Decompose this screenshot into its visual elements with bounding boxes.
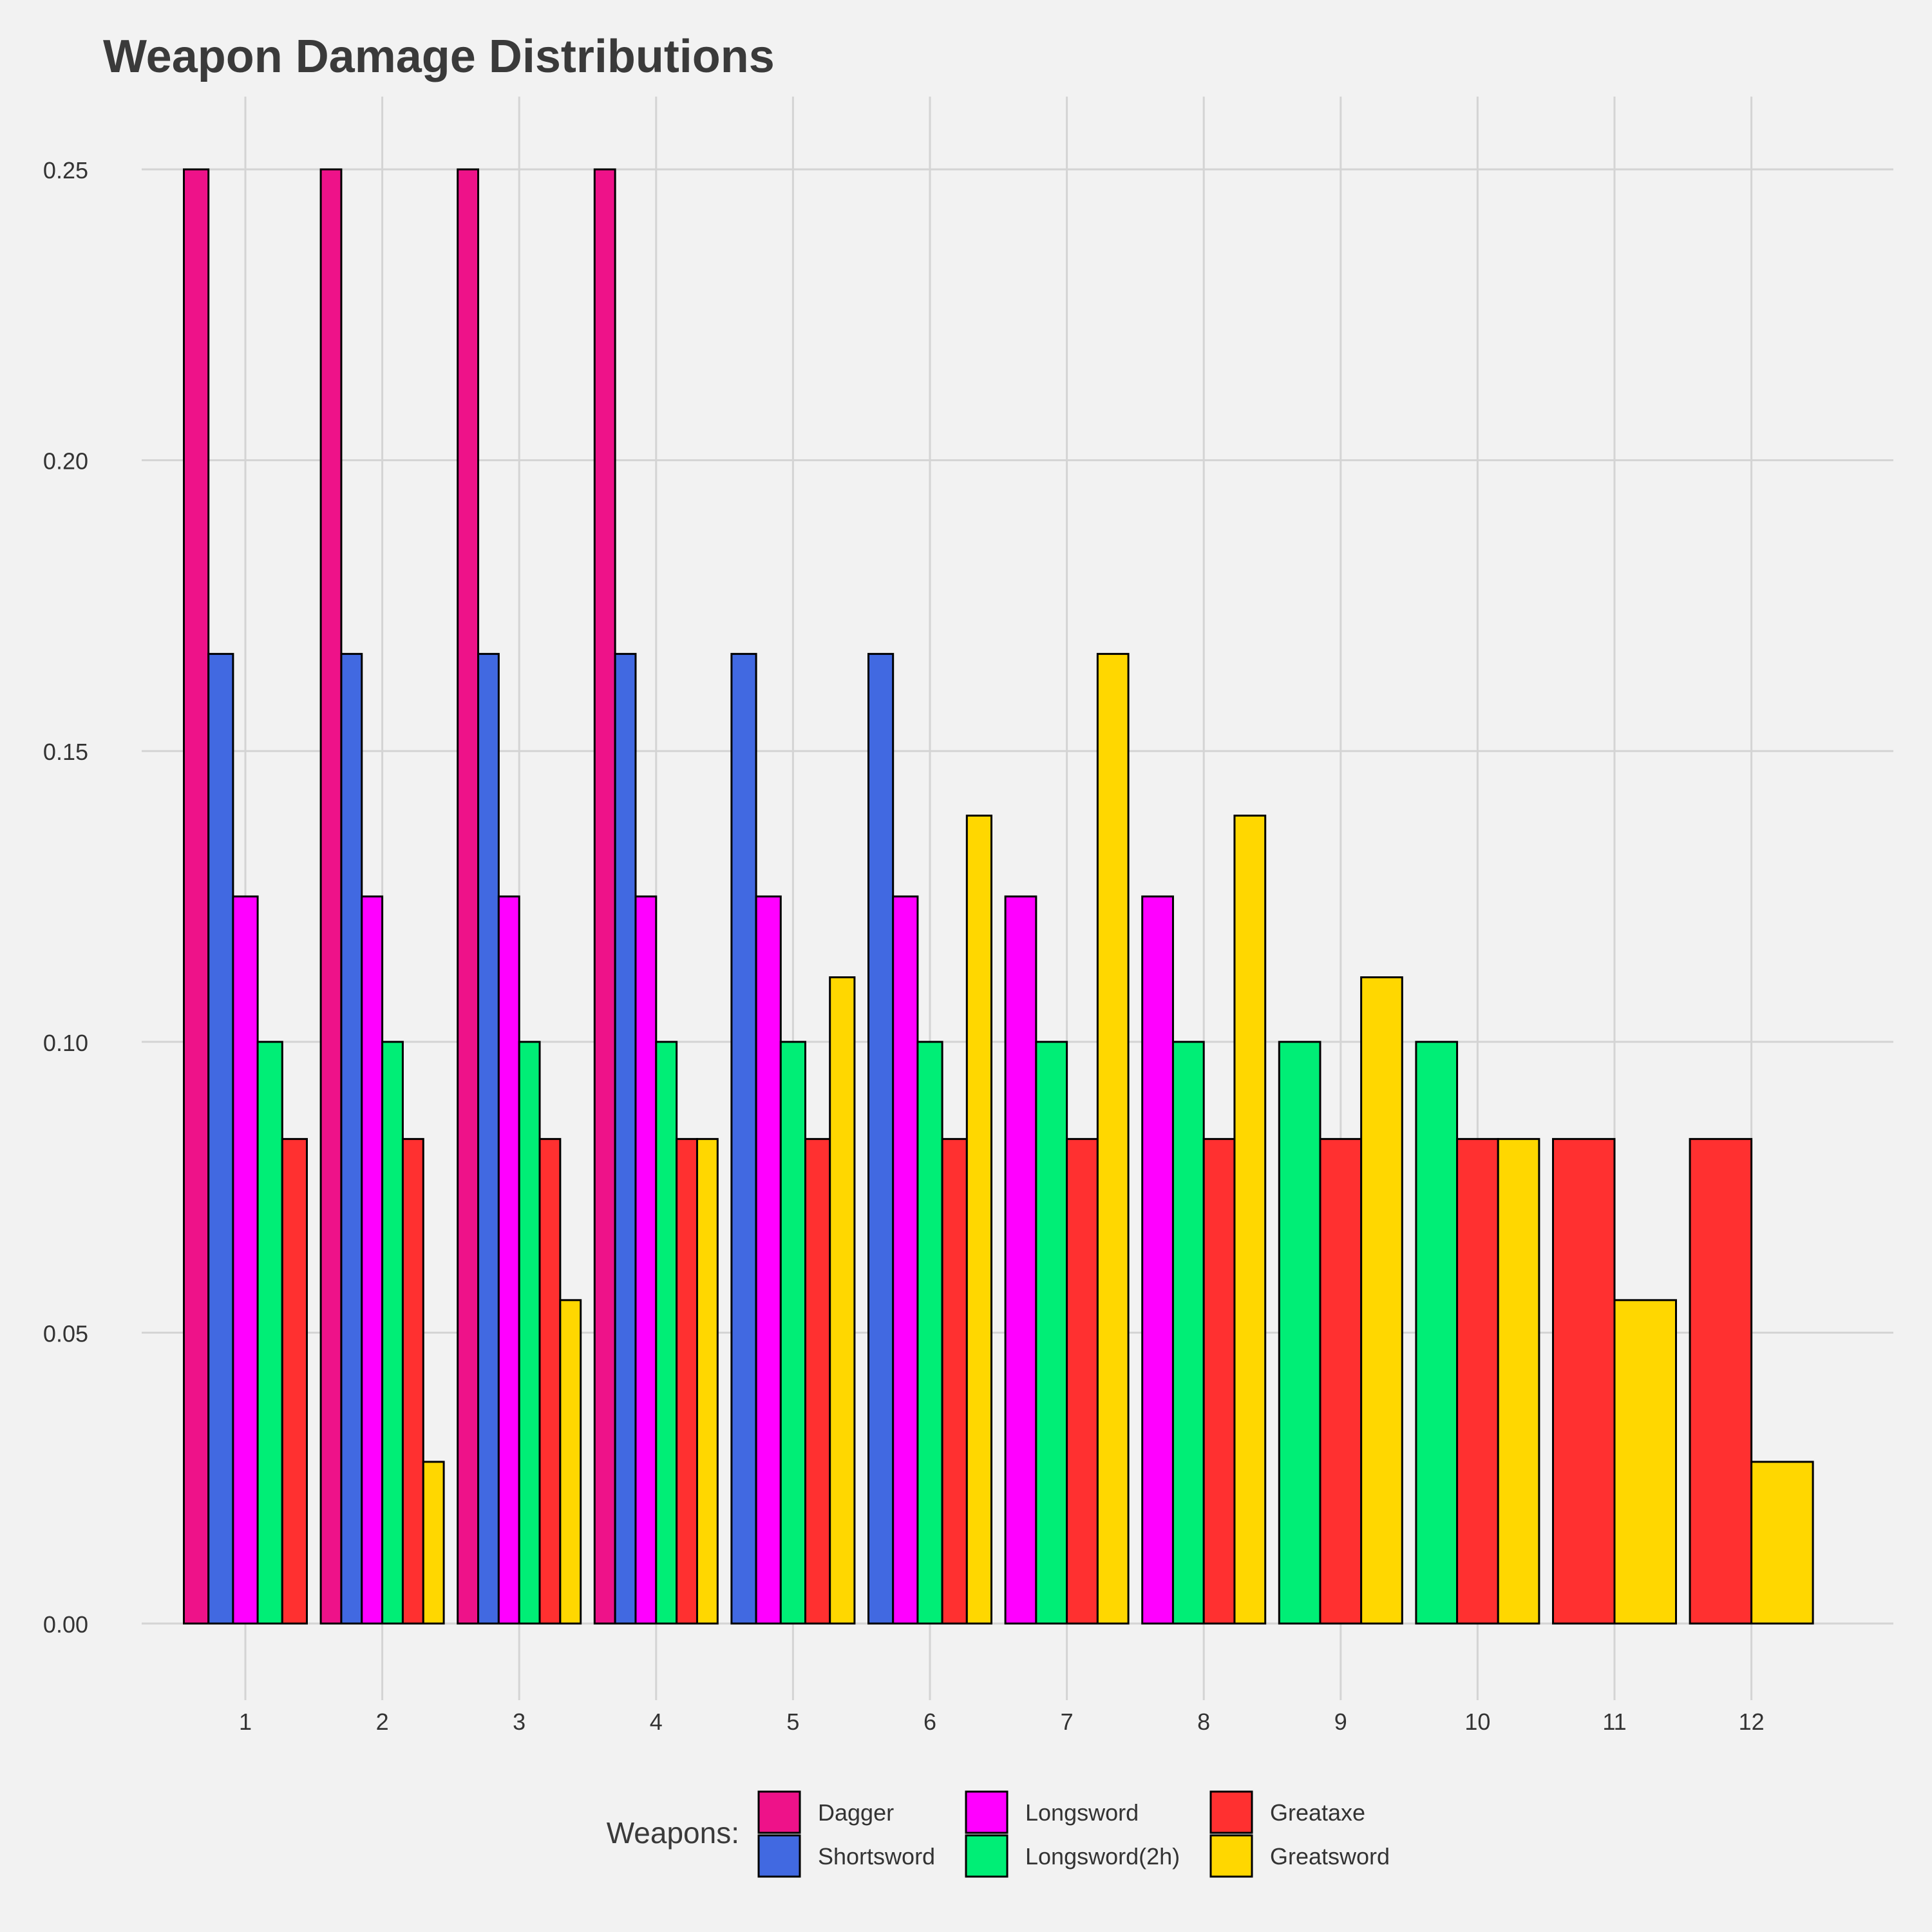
bar-greatsword-4 [696, 1138, 719, 1625]
bar-greatsword-9 [1360, 976, 1403, 1625]
bar-greataxe-2 [401, 1138, 424, 1625]
bar-greatsword-5 [829, 976, 856, 1625]
bar-longsword-5 [755, 895, 782, 1625]
bar-longsword-8 [1141, 895, 1174, 1625]
bar-longsword-2h--3 [518, 1041, 541, 1625]
bar-longsword-2h--1 [256, 1041, 283, 1625]
x-tick-label: 5 [786, 1709, 799, 1735]
bars [183, 168, 1814, 1625]
legend-swatch [757, 1790, 801, 1834]
bar-longsword-2 [361, 895, 384, 1625]
bar-longsword-2h--6 [916, 1041, 943, 1625]
bar-longsword-4 [634, 895, 658, 1625]
x-tick-label: 3 [513, 1709, 526, 1735]
bar-greatsword-3 [559, 1299, 582, 1625]
legend-swatch [965, 1790, 1009, 1834]
bar-greatsword-11 [1613, 1299, 1677, 1625]
y-axis-ticks: 0.00 0.05 0.10 0.15 0.20 0.25 [43, 157, 88, 1638]
legend-swatch [1209, 1790, 1253, 1834]
y-tick-label: 0.25 [43, 157, 88, 184]
legend-label: Shortsword [818, 1843, 935, 1870]
x-tick-label: 9 [1334, 1709, 1347, 1735]
bar-greataxe-11 [1552, 1138, 1616, 1625]
bar-greataxe-9 [1319, 1138, 1363, 1625]
bar-dagger-1 [183, 168, 210, 1625]
y-tick-label: 0.05 [43, 1320, 88, 1347]
y-tick-label: 0.15 [43, 739, 88, 765]
legend-label: Longsword [1025, 1799, 1139, 1826]
x-tick-label: 2 [376, 1709, 389, 1735]
bar-greataxe-6 [941, 1138, 968, 1625]
x-tick-label: 10 [1464, 1709, 1490, 1735]
bar-greataxe-10 [1456, 1138, 1499, 1625]
x-axis-ticks: 1 2 3 4 5 6 7 8 9 10 11 12 [239, 1709, 1765, 1735]
legend-label: Longsword(2h) [1025, 1843, 1180, 1870]
bar-longsword-2h--9 [1278, 1041, 1321, 1625]
bar-longsword-7 [1004, 895, 1037, 1625]
bar-shortsword-6 [867, 652, 895, 1625]
bar-dagger-3 [457, 168, 480, 1625]
bar-longsword-3 [497, 895, 520, 1625]
y-tick-label: 0.10 [43, 1030, 88, 1056]
legend-swatch [1209, 1834, 1253, 1878]
x-tick-label: 6 [923, 1709, 936, 1735]
bar-greatsword-10 [1497, 1138, 1540, 1625]
bar-greatsword-2 [422, 1461, 445, 1625]
bar-longsword-2h--2 [381, 1041, 404, 1625]
legend-label: Greatsword [1270, 1843, 1390, 1870]
bar-shortsword-2 [340, 652, 363, 1625]
bar-greataxe-4 [676, 1138, 698, 1625]
legend: Weapons: Dagger Shortsword Longsword Longsw… [607, 1790, 1390, 1878]
legend-label: Dagger [818, 1799, 894, 1826]
bar-greataxe-12 [1689, 1138, 1753, 1625]
bar-longsword-6 [892, 895, 919, 1625]
bar-shortsword-1 [207, 652, 234, 1625]
legend-title: Weapons: [607, 1816, 739, 1850]
y-tick-label: 0.00 [43, 1611, 88, 1638]
bar-greataxe-8 [1202, 1138, 1236, 1625]
x-tick-label: 11 [1602, 1709, 1626, 1735]
bar-greatsword-7 [1096, 652, 1130, 1625]
bar-greataxe-1 [281, 1138, 308, 1625]
x-tick-label: 8 [1197, 1709, 1210, 1735]
bar-longsword-2h--5 [779, 1041, 807, 1625]
chart-title: Weapon Damage Distributions [103, 31, 775, 82]
bar-dagger-2 [319, 168, 343, 1625]
x-tick-label: 4 [650, 1709, 663, 1735]
x-tick-label: 12 [1739, 1709, 1765, 1735]
bar-longsword-2h--10 [1415, 1041, 1459, 1625]
bar-longsword-2h--4 [655, 1041, 678, 1625]
bar-shortsword-4 [614, 652, 637, 1625]
bar-greataxe-3 [538, 1138, 562, 1625]
x-tick-label: 1 [239, 1709, 252, 1735]
legend-label: Greataxe [1270, 1799, 1365, 1826]
bar-longsword-2h--8 [1171, 1041, 1205, 1625]
x-tick-label: 7 [1061, 1709, 1074, 1735]
bar-greataxe-7 [1066, 1138, 1099, 1625]
bar-greatsword-12 [1750, 1461, 1814, 1625]
bar-longsword-1 [232, 895, 259, 1625]
bar-longsword-2h--7 [1035, 1041, 1068, 1625]
y-tick-label: 0.20 [43, 448, 88, 475]
bar-greatsword-6 [965, 814, 993, 1625]
bar-shortsword-5 [730, 652, 757, 1625]
bar-greataxe-5 [804, 1138, 831, 1625]
legend-swatch [757, 1834, 801, 1878]
legend-swatch [965, 1834, 1009, 1878]
bar-dagger-4 [593, 168, 616, 1625]
bar-greatsword-8 [1233, 814, 1267, 1625]
bar-shortsword-3 [477, 652, 500, 1625]
